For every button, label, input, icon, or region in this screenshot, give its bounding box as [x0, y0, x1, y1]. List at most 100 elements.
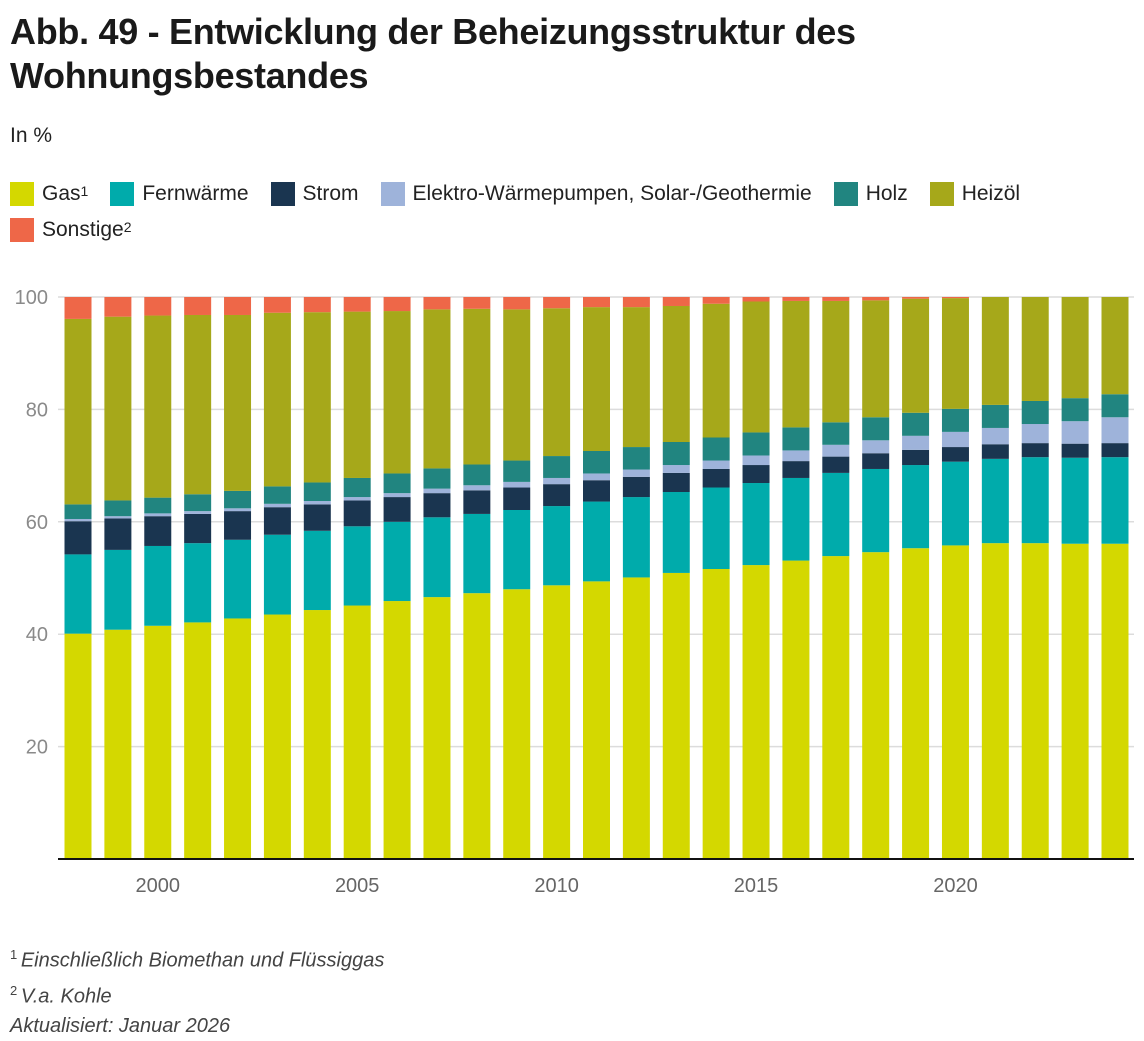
bar-segment: 2021 – Holz: 4.1 %	[981, 404, 1009, 428]
legend: Gas 1 Fernwärme Strom Elektro-Wärmepumpen, S…	[10, 176, 1130, 248]
bar-segment: 2020 – Strom: 2.6 %	[941, 447, 969, 462]
legend-label: Heizöl	[961, 182, 1021, 205]
x-tick-label: 2015	[734, 875, 779, 897]
bar-segment: 2023 – Strom: 2.5 %	[1061, 443, 1089, 458]
bar-segment: 2000 – Gas: 41.5 %	[144, 625, 172, 859]
bar-segment: 2019 – Heizöl: 20.3 %	[902, 298, 930, 413]
bar-segment: 2002 – Heizöl: 31.3 %	[224, 314, 252, 491]
bar-segment: 2000 – Fernwärme: 14.2 %	[144, 545, 172, 626]
bar-segment: 2012 – Elektro-Wärmepumpen, Solar-/Geoth…	[622, 469, 650, 477]
legend-item: Gas 1	[10, 176, 88, 212]
y-tick-label: 80	[26, 399, 48, 421]
legend-item: Strom	[270, 176, 359, 212]
bar-segment: 2012 – Strom: 3.6 %	[622, 476, 650, 498]
bar-segment: 2016 – Sonstige: 0.7 %	[782, 297, 810, 301]
bar-segment: 2007 – Sonstige: 2.2 %	[423, 297, 451, 310]
y-tick-label: 40	[26, 624, 48, 646]
footnote-text: V.a. Kohle	[20, 985, 112, 1008]
bar-segment: 2024 – Strom: 2.5 %	[1101, 443, 1129, 458]
bar-segment: 1999 – Gas: 40.8 %	[104, 629, 132, 859]
bar-segment: 2003 – Gas: 43.5 %	[263, 614, 291, 859]
bar-segment: 2018 – Heizöl: 20.8 %	[862, 300, 890, 418]
footnote: Aktualisiert: Januar 2026	[10, 1011, 384, 1041]
bar-segment: 2000 – Strom: 5.3 %	[144, 516, 172, 546]
bar-segment: 1998 – Gas: 40.1 %	[64, 633, 92, 859]
bar-segment: 2017 – Strom: 2.9 %	[822, 456, 850, 473]
bar-segment: 2009 – Elektro-Wärmepumpen, Solar-/Geoth…	[503, 481, 531, 488]
bar-segment: 2004 – Heizöl: 30.3 %	[303, 312, 331, 483]
bar-segment: 2021 – Fernwärme: 15 %	[981, 458, 1009, 544]
y-tick-label: 20	[26, 737, 48, 759]
bar-segment: 2013 – Heizöl: 24.2 %	[662, 305, 690, 442]
bar-segment: 1999 – Heizöl: 32.7 %	[104, 316, 132, 501]
footnote: 2 V.a. Kohle	[10, 976, 384, 1012]
legend-swatch	[380, 182, 405, 206]
bar-segment: 2017 – Fernwärme: 14.8 %	[822, 472, 850, 557]
bar-segment: 2001 – Heizöl: 31.9 %	[184, 314, 212, 495]
bar-segment: 2001 – Strom: 5.2 %	[184, 513, 212, 544]
bar-segment: 2015 – Elektro-Wärmepumpen, Solar-/Geoth…	[742, 455, 770, 466]
legend-label: Holz	[865, 182, 908, 205]
bar-segment: 2014 – Gas: 51.6 %	[702, 569, 730, 859]
legend-label: Fernwärme	[142, 182, 249, 205]
bar-segment: 2006 – Sonstige: 2.5 %	[383, 297, 411, 312]
bar-segment: 2015 – Holz: 4.1 %	[742, 432, 770, 456]
bar-segment: 2002 – Strom: 5.1 %	[224, 511, 252, 540]
bar-segment: 2007 – Strom: 4.3 %	[423, 493, 451, 518]
bar-segment: 2000 – Sonstige: 3.3 %	[144, 297, 172, 316]
bar-segment: 2017 – Elektro-Wärmepumpen, Solar-/Geoth…	[822, 444, 850, 457]
chart-subtitle: In %	[10, 124, 53, 147]
y-tick-label: 100	[15, 287, 48, 309]
bar-segment: 2008 – Sonstige: 2.1 %	[463, 297, 491, 309]
footnote-marker: 2	[10, 982, 21, 998]
bar-segment: 2009 – Gas: 48 %	[503, 589, 531, 859]
bar-segment: 1999 – Sonstige: 3.5 %	[104, 297, 132, 317]
bar-segment: 2020 – Sonstige: 0.2 %	[941, 297, 969, 299]
bar-segment: 2024 – Fernwärme: 15.4 %	[1101, 457, 1129, 544]
legend-item: Holz	[833, 176, 908, 212]
bar-segment: 2010 – Gas: 48.7 %	[543, 585, 571, 859]
bar-segment: 2016 – Elektro-Wärmepumpen, Solar-/Geoth…	[782, 450, 810, 462]
legend-swatch	[270, 182, 295, 206]
bar-segment: 2004 – Sonstige: 2.7 %	[303, 297, 331, 313]
bar-segment: 2000 – Elektro-Wärmepumpen, Solar-/Geoth…	[144, 513, 172, 517]
bar-segment: 2006 – Heizöl: 28.9 %	[383, 311, 411, 474]
bar-segment: 2009 – Holz: 3.8 %	[503, 460, 531, 482]
bar-segment: 2008 – Holz: 3.7 %	[463, 464, 491, 486]
footnote-text: Einschließlich Biomethan und Flüssiggas	[20, 949, 385, 972]
bar-segment: 2020 – Heizöl: 19.7 %	[941, 298, 969, 409]
bar-segment: 2007 – Fernwärme: 14.2 %	[423, 517, 451, 598]
bar-segment: 2011 – Fernwärme: 14.2 %	[583, 501, 610, 582]
bar-segment: 2021 – Heizöl: 19.2 %	[981, 297, 1009, 405]
bar-segment: 1998 – Elektro-Wärmepumpen, Solar-/Geoth…	[64, 518, 92, 522]
bar-segment: 2016 – Gas: 53.1 %	[782, 560, 810, 859]
bar-segment: 2003 – Elektro-Wärmepumpen, Solar-/Geoth…	[263, 503, 291, 508]
bar-segment: 2010 – Elektro-Wärmepumpen, Solar-/Geoth…	[543, 477, 571, 485]
bar-segment: 2005 – Strom: 4.6 %	[343, 500, 371, 527]
bar-segment: 2019 – Elektro-Wärmepumpen, Solar-/Geoth…	[902, 435, 930, 450]
bar-segment: 2011 – Sonstige: 1.8 %	[583, 297, 610, 308]
bar-segment: 1999 – Holz: 2.8 %	[104, 500, 132, 517]
bar-segment: 2005 – Holz: 3.4 %	[343, 477, 371, 498]
bar-segment: 1998 – Strom: 5.9 %	[64, 521, 92, 555]
bar-segment: 2013 – Elektro-Wärmepumpen, Solar-/Geoth…	[662, 465, 690, 473]
bar-segment: 2013 – Sonstige: 1.6 %	[662, 297, 690, 306]
bar-segment: 2007 – Holz: 3.6 %	[423, 468, 451, 489]
bar-segment: 2014 – Elektro-Wärmepumpen, Solar-/Geoth…	[702, 460, 730, 469]
bar-segment: 2005 – Sonstige: 2.6 %	[343, 297, 371, 312]
x-tick-label: 2000	[136, 875, 181, 897]
bar-segment: 2019 – Strom: 2.7 %	[902, 449, 930, 466]
bar-segment: 2011 – Elektro-Wärmepumpen, Solar-/Geoth…	[583, 473, 610, 481]
bar-segment: 2015 – Fernwärme: 14.6 %	[742, 483, 770, 566]
bar-segment: 2005 – Elektro-Wärmepumpen, Solar-/Geoth…	[343, 497, 371, 501]
bar-segment: 2019 – Holz: 4.1 %	[902, 412, 930, 436]
bar-segment: 2011 – Holz: 4 %	[583, 450, 610, 474]
bar-segment: 2024 – Elektro-Wärmepumpen, Solar-/Geoth…	[1101, 417, 1129, 444]
bar-segment: 2021 – Strom: 2.6 %	[981, 444, 1009, 459]
bar-segment: 2015 – Gas: 52.3 %	[742, 565, 770, 859]
bar-segment: 2020 – Elektro-Wärmepumpen, Solar-/Geoth…	[941, 431, 969, 448]
legend-item: Elektro-Wärmepumpen, Solar-/Geothermie	[380, 176, 812, 212]
bar-segment: 2018 – Gas: 54.6 %	[862, 552, 890, 859]
bar-segment: 2000 – Heizöl: 32.4 %	[144, 315, 172, 498]
bar-segment: 2014 – Sonstige: 1.2 %	[702, 297, 730, 304]
